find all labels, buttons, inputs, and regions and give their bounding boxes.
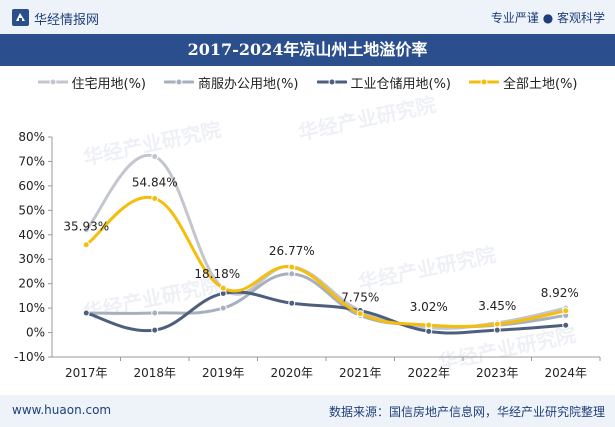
series-point-3	[219, 284, 227, 292]
y-tick-label: -10%	[14, 350, 45, 364]
x-tick-label: 2021年	[339, 366, 382, 380]
series-point-1	[288, 270, 296, 278]
series-point-0	[82, 226, 90, 234]
data-label: 3.02%	[410, 300, 448, 314]
y-tick-label: 10%	[18, 301, 45, 315]
y-tick-label: 60%	[18, 179, 45, 193]
series-point-0	[151, 153, 159, 161]
x-tick-label: 2023年	[476, 366, 519, 380]
footer-bar: www.huaon.com 数据来源：国信房地产信息网，华经产业研究院整理	[0, 395, 615, 427]
series-point-1	[219, 304, 227, 312]
legend-label: 住宅用地(%)	[71, 76, 147, 92]
legend-swatch	[37, 78, 68, 86]
data-source: 数据来源：国信房地产信息网，华经产业研究院整理	[328, 405, 605, 419]
series-point-2	[82, 309, 90, 317]
series-point-3	[425, 321, 433, 329]
legend-item: 商服办公用地(%)	[164, 73, 299, 92]
watermark-text: 华经产业研究院	[296, 92, 438, 145]
data-label: 3.45%	[478, 299, 516, 313]
legend-label: 全部土地(%)	[503, 76, 578, 92]
legend-swatch-dot	[49, 78, 56, 86]
series-line-2	[84, 290, 568, 335]
series-point-3	[493, 320, 501, 328]
line-chart: 华经产业研究院华经产业研究院华经产业研究院华经产业研究院华经产业研究院80%70…	[14, 92, 601, 380]
y-tick-label: 20%	[18, 277, 45, 291]
y-tick-label: 70%	[18, 154, 45, 168]
footer-url: www.huaon.com	[12, 403, 112, 417]
y-tick-label: 30%	[18, 252, 45, 266]
legend-item: 工业仓储用地(%)	[316, 73, 452, 92]
legend-label: 工业仓储用地(%)	[350, 76, 452, 92]
data-label: 26.77%	[269, 244, 315, 258]
series-point-3	[288, 263, 296, 271]
chart-legend: 住宅用地(%) 商服办公用地(%) 工业仓储用地(%) 全部土地(%)	[0, 70, 615, 94]
data-label: 54.84%	[132, 176, 178, 190]
legend-swatch	[164, 78, 194, 86]
series-point-3	[82, 241, 90, 249]
y-tick-label: 0%	[26, 326, 45, 340]
title-bar: 2017-2024年凉山州土地溢价率	[0, 34, 615, 66]
series-line-3	[84, 195, 568, 329]
x-tick-label: 2022年	[407, 366, 450, 380]
legend-label: 商服办公用地(%)	[198, 76, 299, 92]
y-tick-label: 50%	[18, 203, 45, 217]
legend-item: 住宅用地(%)	[37, 73, 147, 92]
series-point-2	[151, 326, 159, 334]
y-tick-label: 40%	[18, 228, 45, 242]
brand-tagline: 专业严谨 ● 客观科学	[490, 11, 605, 25]
x-tick-label: 2024年	[544, 366, 587, 380]
x-tick-label: 2018年	[133, 366, 176, 380]
data-label: 18.18%	[194, 267, 240, 281]
watermark-text: 华经产业研究院	[81, 117, 223, 170]
series-point-2	[288, 299, 296, 307]
y-tick-label: 80%	[18, 130, 45, 144]
series-point-1	[151, 309, 159, 317]
x-tick-label: 2020年	[270, 366, 313, 380]
header-bar: 华经情报网 专业严谨 ● 客观科学	[0, 0, 615, 34]
x-tick-label: 2017年	[65, 366, 108, 380]
data-label: 35.93%	[63, 220, 109, 234]
huajing-logo-icon	[12, 9, 29, 26]
data-label: 8.92%	[541, 286, 579, 300]
legend-swatch-dot	[175, 78, 183, 86]
series-point-3	[562, 307, 570, 315]
series-point-2	[425, 327, 433, 335]
brand-name: 华经情报网	[34, 13, 100, 28]
series-point-2	[562, 321, 570, 329]
x-tick-label: 2019年	[202, 366, 245, 380]
legend-swatch-dot	[328, 78, 335, 86]
series-point-3	[151, 195, 159, 203]
series-point-2	[493, 326, 501, 334]
chart-title: 2017-2024年凉山州土地溢价率	[187, 40, 428, 59]
data-label: 7.75%	[341, 291, 379, 305]
legend-swatch	[469, 78, 499, 86]
legend-swatch-dot	[480, 78, 488, 86]
legend-item: 全部土地(%)	[469, 73, 578, 92]
watermark-text: 华经产业研究院	[356, 242, 498, 295]
series-point-3	[356, 310, 364, 318]
legend-swatch	[316, 78, 347, 86]
